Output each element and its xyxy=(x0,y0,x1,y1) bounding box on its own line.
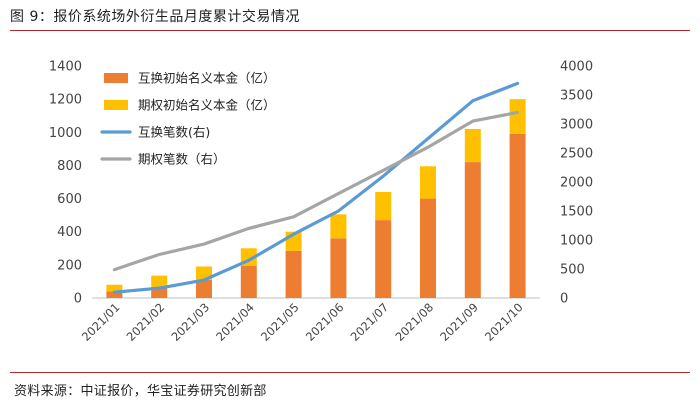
y-left-tick-label: 800 xyxy=(57,159,82,174)
swap-notional-bar xyxy=(196,279,212,298)
option-notional-bar xyxy=(330,214,347,239)
swap-notional-bar xyxy=(375,220,392,298)
y-right-tick-label: 1500 xyxy=(560,205,593,220)
y-right-tick-label: 1000 xyxy=(560,234,593,249)
y-right-tick-label: 2500 xyxy=(560,147,593,162)
x-tick-label: 2021/07 xyxy=(348,300,392,344)
y-left-tick-label: 600 xyxy=(57,192,82,207)
source-note: 资料来源：中证报价，华宝证券研究创新部 xyxy=(14,384,267,399)
x-tick-label: 2021/06 xyxy=(303,300,347,344)
swap-count-line xyxy=(112,81,520,294)
x-tick-label: 2021/03 xyxy=(168,300,212,344)
x-tick-label: 2021/04 xyxy=(213,300,257,344)
y-left-tick-label: 1000 xyxy=(49,126,82,141)
swap-notional-bar xyxy=(420,198,436,298)
legend-label: 互换笔数(右) xyxy=(138,125,210,140)
swap-notional-bar xyxy=(509,133,526,298)
x-tick-label: 2021/09 xyxy=(437,300,481,344)
chart: 0 200 400 600 800 1000 1200 1400 0 500 1000 1500 200… xyxy=(49,60,593,344)
y-right-tick-label: 4000 xyxy=(560,60,593,75)
y-left-tick-label: 1400 xyxy=(49,60,82,75)
x-tick-label: 2021/05 xyxy=(258,300,302,344)
x-tick-label: 2021/01 xyxy=(79,300,123,344)
legend-label: 期权初始名义本金（亿） xyxy=(138,98,276,113)
y-left-tick-label: 0 xyxy=(74,292,82,307)
y-left-tick-label: 200 xyxy=(57,258,82,273)
option-notional-bar xyxy=(196,266,212,280)
option-notional-bar xyxy=(375,191,392,221)
y-right-tick-label: 2000 xyxy=(560,176,593,191)
figure-title: 图 9：报价系统场外衍生品月度累计交易情况 xyxy=(10,9,300,25)
option-notional-bar xyxy=(509,99,526,134)
x-tick-label: 2021/10 xyxy=(482,300,526,344)
y-right-tick-label: 500 xyxy=(560,263,585,278)
title-rule xyxy=(10,30,690,31)
option-count-line xyxy=(112,110,520,272)
source-rule xyxy=(10,372,690,373)
legend-label: 期权笔数（右） xyxy=(138,152,226,167)
y-right-tick-label: 3500 xyxy=(560,89,593,104)
option-notional-bar xyxy=(420,166,436,199)
swap-notional-bar xyxy=(106,291,123,298)
y-left-tick-label: 400 xyxy=(57,225,82,240)
legend-label: 互换初始名义本金（亿） xyxy=(138,71,276,86)
swap-notional-bar xyxy=(285,250,302,298)
legend-option-notional-swatch xyxy=(104,100,128,110)
legend-swap-notional-swatch xyxy=(104,73,128,83)
option-notional-bar xyxy=(151,275,168,288)
swap-notional-bar xyxy=(330,238,347,298)
swap-notional-bar xyxy=(151,287,168,298)
y-right-tick-label: 3000 xyxy=(560,118,593,133)
x-tick-label: 2021/08 xyxy=(392,300,436,344)
x-tick-label: 2021/02 xyxy=(124,300,168,344)
swap-notional-bar xyxy=(240,265,257,298)
swap-notional-bar xyxy=(464,162,481,298)
option-notional-bar xyxy=(106,284,123,292)
option-notional-bar xyxy=(464,128,481,163)
y-right-tick-label: 0 xyxy=(560,292,568,307)
y-left-tick-label: 1200 xyxy=(49,93,82,108)
